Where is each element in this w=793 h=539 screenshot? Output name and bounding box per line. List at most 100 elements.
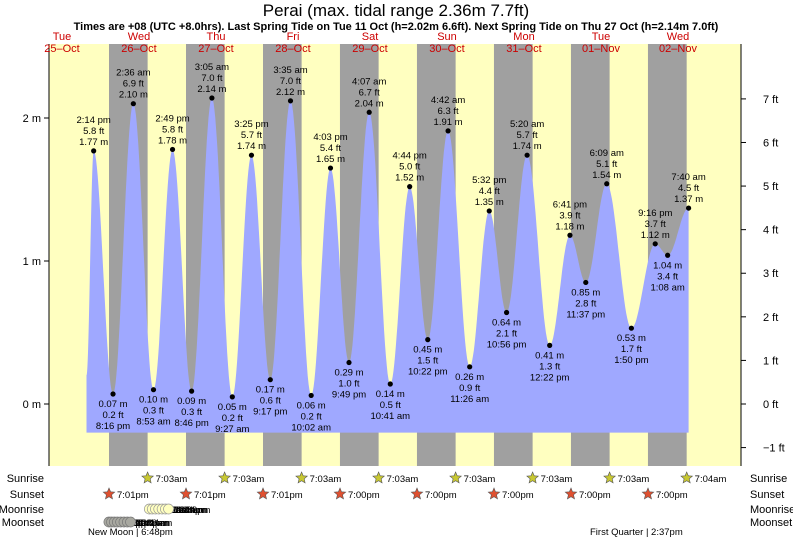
tide-m-label: 0.06 m xyxy=(297,400,326,411)
left-tick-label: 1 m xyxy=(23,256,41,268)
tide-m-label: 1.65 m xyxy=(316,154,345,165)
tide-ft-label: 3.9 ft xyxy=(559,210,580,221)
tide-point xyxy=(425,337,431,343)
sunrise-icon xyxy=(526,471,540,484)
right-tick-label: 0 ft xyxy=(763,399,778,411)
tide-time-label: 6:09 am xyxy=(590,148,624,159)
tide-point xyxy=(110,391,116,397)
tide-m-label: 0.07 m xyxy=(98,399,127,410)
tide-m-label: 0.26 m xyxy=(455,372,484,383)
tide-point xyxy=(229,394,235,400)
moonrise-time: 11:34am xyxy=(170,505,206,516)
tide-m-label: 0.64 m xyxy=(492,317,521,328)
tide-time-label: 7:40 am xyxy=(671,172,705,183)
left-tick-label: 0 m xyxy=(23,399,41,411)
sunrise-icon xyxy=(218,471,232,484)
tide-ft-label: 0.3 ft xyxy=(181,407,202,418)
sunset-time: 7:00pm xyxy=(502,490,534,501)
tide-point xyxy=(567,232,573,238)
day-name-label: Tue xyxy=(53,31,72,43)
tide-ft-label: 5.8 ft xyxy=(162,124,183,135)
tide-m-label: 0.10 m xyxy=(139,395,168,406)
sunset-time: 7:01pm xyxy=(117,490,149,501)
moonset-time: 12:44am xyxy=(135,518,172,529)
row-label-right-moonset: Moonset xyxy=(750,517,792,529)
tide-time-label: 4:03 pm xyxy=(313,132,347,143)
tide-ft-label: 7.0 ft xyxy=(280,76,301,87)
day-date-label: 26–Oct xyxy=(121,43,156,55)
tide-m-label: 2.12 m xyxy=(276,87,305,98)
tide-ft-label: 7.0 ft xyxy=(201,73,222,84)
right-tick-label: 1 ft xyxy=(763,355,778,367)
tide-ft-label: 0.2 ft xyxy=(102,410,123,421)
day-name-label: Wed xyxy=(128,31,150,43)
chart-subtitle: Times are +08 (UTC +8.0hrs). Last Spring… xyxy=(74,21,719,33)
tide-time-label: 3:05 am xyxy=(195,62,229,73)
sunset-icon xyxy=(487,487,501,500)
tide-time-label: 3:25 pm xyxy=(234,119,268,130)
sunrise-time: 7:03am xyxy=(387,474,419,485)
tide-ft-label: 1.3 ft xyxy=(539,361,560,372)
tide-time-label: 10:02 am xyxy=(291,422,331,433)
tide-point xyxy=(91,148,97,154)
moonset-time: 1:43am xyxy=(139,518,171,529)
tide-point xyxy=(327,165,334,171)
tide-point xyxy=(308,392,314,399)
tide-ft-label: 0.5 ft xyxy=(380,400,401,411)
tide-m-label: 1.52 m xyxy=(395,173,424,184)
sunrise-icon xyxy=(449,471,463,484)
tide-point xyxy=(665,252,671,258)
day-date-label: 27–Oct xyxy=(198,43,233,55)
tide-curve xyxy=(86,98,689,433)
tide-m-label: 2.04 m xyxy=(355,98,384,109)
sunrise-icon xyxy=(603,471,617,484)
moon-phase-first-quarter: First Quarter | 2:37pm xyxy=(590,527,683,538)
sunrise-icon xyxy=(141,471,155,484)
tide-m-label: 1.74 m xyxy=(513,141,542,152)
sunrise-time: 7:03am xyxy=(156,474,188,485)
tide-m-label: 2.14 m xyxy=(197,84,226,95)
right-tick-label: 4 ft xyxy=(763,225,778,237)
tide-ft-label: 4.5 ft xyxy=(678,183,699,194)
sunset-icon xyxy=(564,487,578,500)
tide-point xyxy=(604,181,610,187)
tide-point xyxy=(267,377,273,383)
tide-m-label: 0.09 m xyxy=(177,396,206,407)
tide-point xyxy=(445,128,451,134)
right-tick-label: 7 ft xyxy=(763,94,778,106)
row-label-right-moonrise: Moonrise xyxy=(750,504,793,516)
tide-m-label: 0.17 m xyxy=(256,385,285,396)
tide-point xyxy=(685,205,692,211)
tide-m-label: 0.41 m xyxy=(535,350,564,361)
tide-point xyxy=(524,152,530,158)
tide-time-label: 2:14 pm xyxy=(77,115,111,126)
axes: 2 m 1 m 0 m 7 ft 6 ft 5 ft 4 ft 3 ft 2 ft 1 ft 0 f… xyxy=(23,31,785,466)
tide-time-label: 4:44 pm xyxy=(393,151,427,162)
sunset-time: 7:00pm xyxy=(348,490,380,501)
moonset-time: 8:40pm xyxy=(122,518,154,529)
tide-m-label: 1.91 m xyxy=(434,117,463,128)
tide-time-label: 10:41 am xyxy=(370,411,410,422)
row-label-sunrise: Sunrise xyxy=(7,473,44,485)
day-date-label: 30–Oct xyxy=(429,43,464,55)
day-date-label: 25–Oct xyxy=(44,43,79,55)
tide-time-label: 1:50 pm xyxy=(614,355,648,366)
tide-time-label: 12:22 pm xyxy=(530,372,570,383)
tide-m-label: 0.29 m xyxy=(334,368,363,379)
sunrise-time: 7:03am xyxy=(464,474,496,485)
sunrise-icon xyxy=(372,471,386,484)
tide-time-label: 5:20 am xyxy=(510,119,544,130)
sunset-time: 7:01pm xyxy=(194,490,226,501)
tide-point xyxy=(189,388,195,394)
tide-point xyxy=(287,98,294,104)
tide-ft-label: 0.9 ft xyxy=(459,383,480,394)
tide-point xyxy=(169,146,176,153)
tide-m-label: 0.14 m xyxy=(376,389,405,400)
sunrise-icon xyxy=(295,471,309,484)
left-tick-label: 2 m xyxy=(23,113,41,125)
moonrise-time: 8:30am xyxy=(160,505,192,516)
tide-m-label: 0.05 m xyxy=(218,402,247,413)
tide-time-label: 6:41 pm xyxy=(553,199,587,210)
day-name-label: Sat xyxy=(362,31,379,43)
right-tick-label: 2 ft xyxy=(763,312,778,324)
